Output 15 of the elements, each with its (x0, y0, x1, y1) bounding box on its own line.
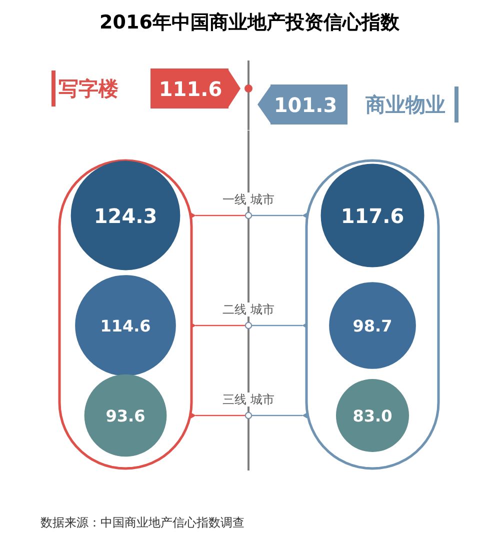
category-label: 商业物业 (364, 92, 446, 116)
data-label: 124.3 (94, 204, 158, 228)
category-label: 三线 城市 (222, 392, 274, 406)
data-label: 114.6 (100, 316, 151, 336)
category-label: 二线 城市 (222, 302, 274, 316)
category-label: 写字楼 (58, 76, 120, 100)
data-label: 111.6 (158, 77, 222, 101)
category-label: 一线 城市 (222, 192, 274, 206)
data-label: 101.3 (274, 93, 338, 117)
data-label: 83.0 (352, 406, 392, 426)
data-label: 98.7 (352, 316, 392, 336)
source-note: 数据来源：中国商业地产信心指数调查 (40, 516, 244, 530)
text: 2016年中国商业地产投资信心指数 (100, 12, 400, 34)
data-label: 93.6 (106, 406, 146, 426)
data-label: 117.6 (340, 204, 404, 228)
